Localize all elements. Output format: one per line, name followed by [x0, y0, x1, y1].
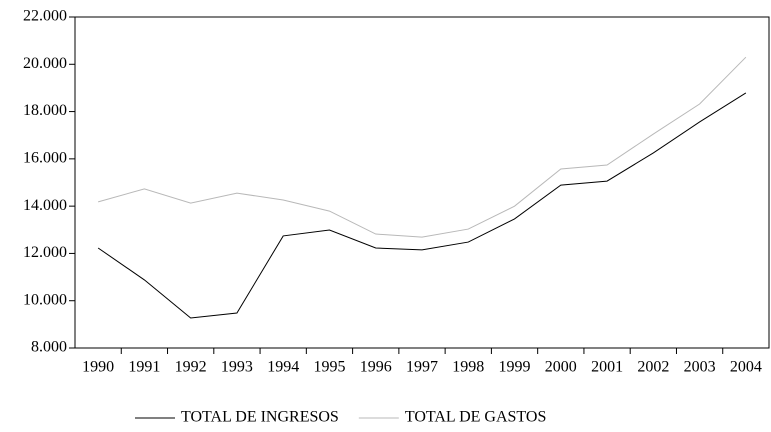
y-tick-label: 18.000	[23, 102, 67, 119]
y-tick-label: 22.000	[23, 8, 67, 25]
x-tick-label: 1995	[313, 359, 345, 376]
y-tick-label: 16.000	[23, 150, 67, 167]
x-tick-label: 2002	[637, 359, 669, 376]
x-tick-label: 2003	[684, 359, 716, 376]
plot-frame	[74, 16, 770, 349]
legend-label: TOTAL DE GASTOS	[405, 409, 547, 426]
series-line	[97, 56, 747, 238]
x-tick-label: 2004	[730, 359, 762, 376]
x-tick-label: 2000	[545, 359, 577, 376]
x-tick-label: 1997	[406, 359, 438, 376]
legend-label: TOTAL DE INGRESOS	[181, 409, 339, 426]
y-tick-label: 14.000	[23, 197, 67, 214]
y-tick-label: 10.000	[23, 291, 67, 308]
y-tick-label: 20.000	[23, 55, 67, 72]
x-tick-label: 1996	[360, 359, 392, 376]
x-tick-label: 1991	[128, 359, 160, 376]
x-tick-label: 2001	[591, 359, 623, 376]
x-tick-label: 1999	[499, 359, 531, 376]
y-tick-label: 12.000	[23, 244, 67, 261]
x-tick-label: 1993	[221, 359, 253, 376]
x-tick-label: 1992	[175, 359, 207, 376]
series-line	[97, 92, 747, 319]
x-tick-label: 1994	[267, 359, 299, 376]
y-tick-label: 8.000	[31, 339, 67, 356]
x-tick-label: 1990	[82, 359, 114, 376]
x-tick-label: 1998	[452, 359, 484, 376]
